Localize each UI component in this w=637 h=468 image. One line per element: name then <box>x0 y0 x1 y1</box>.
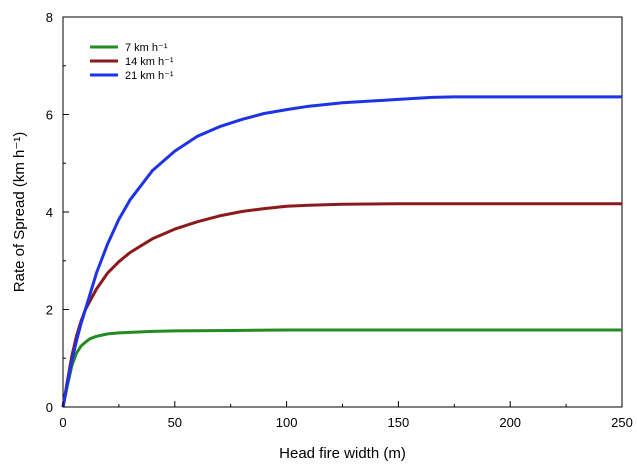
legend-label-1: 7 km h⁻¹ <box>125 42 168 54</box>
x-tick-label: 150 <box>388 415 410 430</box>
y-tick-label: 2 <box>46 303 53 318</box>
y-axis-label: Rate of Spread (km h⁻¹) <box>11 132 28 292</box>
series-layer <box>61 95 622 408</box>
series-line-3 <box>61 95 622 408</box>
x-tick-label: 0 <box>59 415 66 430</box>
x-tick-label: 100 <box>276 415 298 430</box>
series-line-2 <box>61 202 622 408</box>
x-tick-label: 200 <box>499 415 521 430</box>
x-axis-label: Head fire width (m) <box>279 445 406 462</box>
axis-ticks: 0 50 100 150 200 250 0 2 4 6 8 <box>46 10 633 430</box>
legend-label-3: 21 km h⁻¹ <box>125 70 174 82</box>
y-tick-label: 6 <box>46 108 53 123</box>
legend: 7 km h⁻¹ 14 km h⁻¹ 21 km h⁻¹ <box>90 42 174 82</box>
x-tick-label: 250 <box>611 415 633 430</box>
y-tick-label: 4 <box>46 205 53 220</box>
x-tick-label: 50 <box>168 415 182 430</box>
y-tick-label: 8 <box>46 10 53 25</box>
series-line-1 <box>61 328 622 408</box>
legend-label-2: 14 km h⁻¹ <box>125 56 174 68</box>
y-tick-label: 0 <box>46 400 53 415</box>
